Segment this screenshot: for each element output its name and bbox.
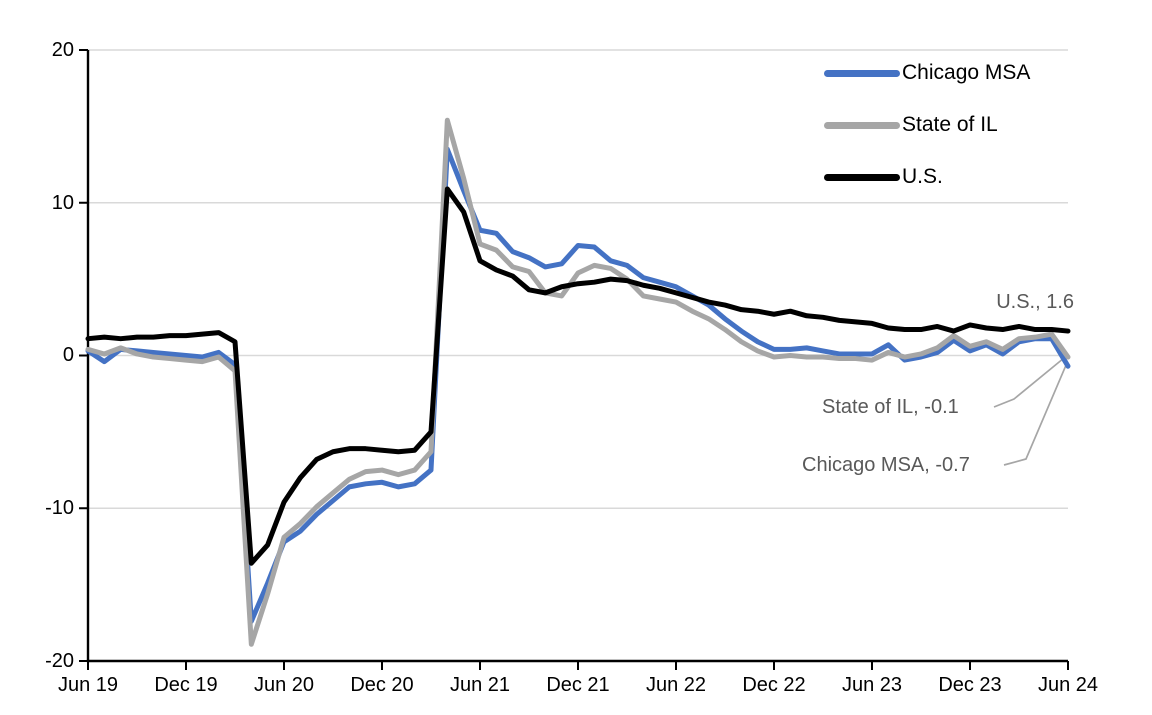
annotation-chicago-msa: Chicago MSA, -0.7	[802, 454, 970, 476]
y-tick-label: 10	[51, 192, 74, 214]
annotation-us: U.S., 1.6	[996, 291, 1074, 313]
legend-label: Chicago MSA	[902, 61, 1031, 84]
y-tick-label: 20	[51, 39, 74, 61]
legend-swatch-chicago-msa	[824, 69, 900, 77]
y-tick-label: -10	[45, 497, 74, 519]
annotation-leader-line-chicago	[1003, 364, 1067, 466]
y-tick-label: -20	[45, 650, 74, 672]
x-tick-label: Jun 23	[841, 674, 903, 696]
x-tick-label: Dec 21	[546, 674, 610, 696]
x-tick-label: Jun 21	[449, 674, 511, 696]
x-tick-label: Jun 20	[253, 674, 315, 696]
x-tick-label: Jun 24	[1037, 674, 1099, 696]
y-tick-label: 0	[62, 344, 74, 366]
series-line-state-of-il	[85, 117, 1071, 647]
legend-item-chicago-msa: Chicago MSA	[824, 47, 1030, 99]
annotation-state-of-il: State of IL, -0.1	[822, 396, 959, 418]
x-tick-label: Dec 19	[154, 674, 218, 696]
x-tick-label: Dec 23	[938, 674, 1002, 696]
x-tick-label: Jun 22	[645, 674, 707, 696]
series-line-u-s-	[85, 186, 1071, 566]
legend-item-state-of-il: State of IL	[824, 99, 1030, 151]
chart-legend: Chicago MSA State of IL U.S.	[824, 47, 1030, 203]
x-tick-label: Dec 20	[350, 674, 414, 696]
x-tick-label: Dec 22	[742, 674, 806, 696]
legend-label: State of IL	[902, 113, 998, 136]
annotation-leader-line-il	[993, 357, 1065, 408]
legend-label: U.S.	[902, 165, 943, 188]
x-tick-label: Jun 19	[57, 674, 119, 696]
legend-swatch-us	[824, 173, 900, 181]
legend-item-us: U.S.	[824, 151, 1030, 203]
legend-swatch-state-of-il	[824, 121, 900, 129]
